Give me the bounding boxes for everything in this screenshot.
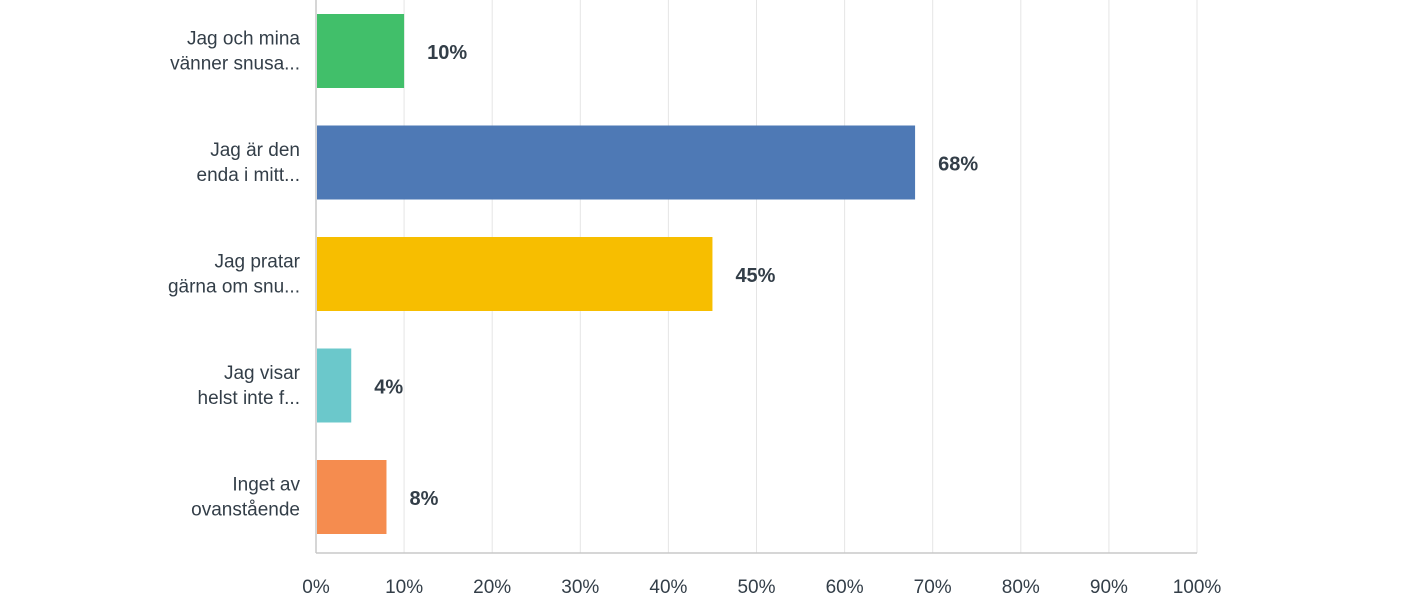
x-tick-label: 40% (649, 577, 687, 598)
category-label: enda i mitt... (197, 165, 301, 186)
category-label: ovanstående (191, 500, 300, 521)
data-label: 45% (735, 265, 775, 287)
bar (317, 348, 352, 423)
bar (317, 14, 405, 88)
x-tick-label: 20% (473, 577, 511, 598)
category-label: helst inte f... (198, 388, 300, 409)
data-label: 10% (427, 42, 467, 64)
bar (317, 237, 713, 311)
x-tick-label: 90% (1090, 577, 1128, 598)
data-label: 68% (938, 154, 978, 176)
category-label: Inget av (232, 475, 300, 496)
x-tick-label: 0% (302, 577, 330, 598)
x-tick-label: 80% (1002, 577, 1040, 598)
x-tick-label: 100% (1173, 577, 1222, 598)
category-label: Jag pratar (214, 252, 300, 273)
labels: 10% Jag och mina vänner snusa... 68% Jag är … (168, 29, 978, 521)
x-tick-label: 30% (561, 577, 599, 598)
category-label: Jag är den (210, 140, 300, 161)
x-tick-label: 70% (914, 577, 952, 598)
category-label: Jag visar (224, 363, 301, 384)
data-label: 8% (409, 488, 438, 510)
x-tick-label: 50% (737, 577, 775, 598)
category-label: Jag och mina (187, 29, 300, 50)
data-label: 4% (374, 377, 403, 399)
category-label: gärna om snu... (168, 277, 300, 298)
bars (317, 14, 916, 534)
x-tick-label: 60% (826, 577, 864, 598)
gridlines (403, 0, 1198, 553)
x-axis: 0% 10% 20% 30% 40% 50% 60% 70% 80% 90% 100% (302, 0, 1221, 598)
category-label: vänner snusa... (170, 54, 300, 75)
bar (317, 460, 387, 534)
bar (317, 125, 916, 200)
x-tick-label: 10% (385, 577, 423, 598)
